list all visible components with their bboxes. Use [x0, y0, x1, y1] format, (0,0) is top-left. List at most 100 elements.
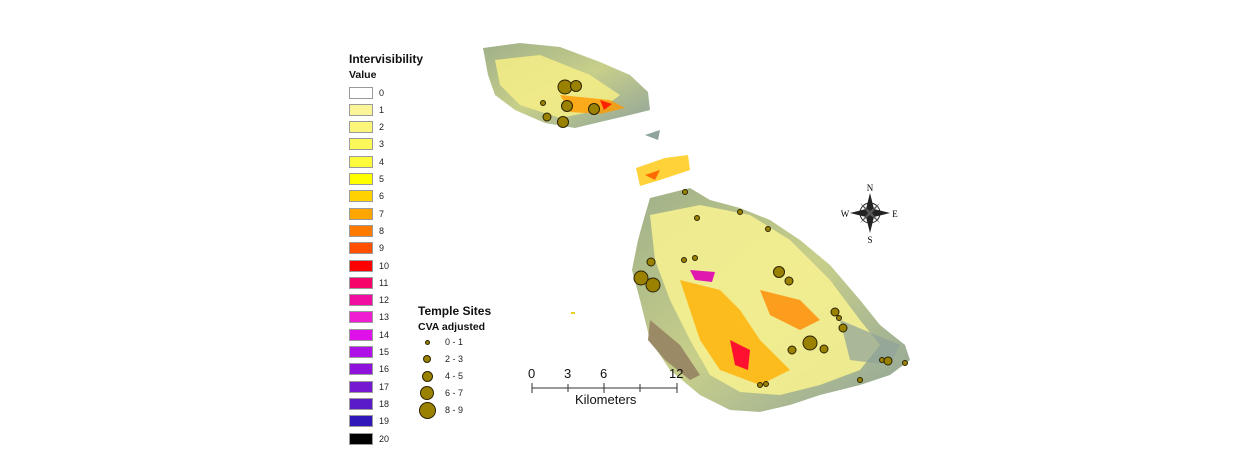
temple-sites [540, 79, 908, 388]
legend-label: 1 [379, 104, 385, 115]
legend-item: 15 [349, 344, 389, 361]
temple-site-marker [633, 270, 649, 286]
legend-swatch [349, 86, 373, 99]
legend-label: 13 [379, 312, 390, 323]
site-symbol [424, 339, 430, 345]
legend-swatch [349, 397, 373, 410]
temple-site-marker [763, 381, 769, 387]
scale-unit: Kilometers [575, 392, 637, 407]
temple-site-marker [694, 215, 700, 221]
legend-item: 13 [349, 309, 389, 326]
temple-site-marker [557, 79, 573, 95]
legend-item: 4 [349, 153, 384, 170]
legend-swatch [349, 190, 373, 203]
temple-site-marker [773, 266, 785, 278]
temple-site-marker [883, 356, 893, 366]
legend-label: 4 [379, 156, 385, 167]
legend-item: 1 [349, 101, 384, 118]
legend-label: 10 [379, 260, 390, 271]
legend-item: 2 [349, 119, 384, 136]
legend-title: Intervisibility [349, 52, 424, 66]
sites-legend-subtitle: CVA adjusted [418, 321, 486, 333]
legend-label: 19 [379, 416, 390, 427]
legend-label: 8 [379, 225, 385, 236]
temple-site-marker [802, 335, 818, 351]
legend-label: 16 [379, 364, 390, 375]
scale-tick-12: 12 [669, 366, 684, 381]
scale-tick-0: 0 [528, 366, 536, 381]
temple-site-marker [737, 209, 743, 215]
legend-label: 14 [379, 329, 390, 340]
west-label: W [841, 209, 850, 219]
sites-legend-label: 8 - 9 [445, 405, 464, 415]
legend-swatch [349, 328, 373, 341]
legend-label: 20 [379, 433, 390, 444]
temple-site-marker [830, 307, 840, 317]
legend-swatch [349, 207, 373, 220]
temple-site-marker [540, 100, 546, 106]
legend-label: 2 [379, 122, 385, 133]
islet [571, 312, 575, 314]
temple-site-marker [787, 345, 797, 355]
legend-swatch [349, 138, 373, 151]
legend-label: 9 [379, 243, 385, 254]
legend-item: 18 [349, 395, 389, 412]
legend-swatch [349, 121, 373, 134]
legend-item: 20 [349, 430, 389, 447]
scale-tick-6: 6 [600, 366, 608, 381]
legend-swatch [349, 242, 373, 255]
temple-site-marker [784, 276, 794, 286]
legend-label: 3 [379, 139, 385, 150]
temple-site-marker [765, 226, 771, 232]
legend-item: 0 [349, 84, 384, 101]
temple-site-marker [857, 377, 863, 383]
sites-legend-label: 0 - 1 [445, 337, 464, 347]
legend-label: 11 [379, 277, 389, 288]
temple-site-marker [561, 100, 573, 112]
temple-site-marker [819, 344, 829, 354]
site-symbol [420, 386, 434, 400]
legend-label: 15 [379, 347, 390, 357]
legend-label: 12 [379, 295, 390, 306]
sites-legend-item: 0 - 1 [418, 332, 463, 352]
legend-item: 5 [349, 171, 384, 188]
comino-island [636, 130, 690, 186]
legend-item: 12 [349, 292, 389, 309]
legend-item: 3 [349, 136, 384, 153]
temple-site-marker [836, 315, 842, 321]
temple-site-marker [757, 382, 763, 388]
sites-legend-item: 6 - 7 [418, 383, 463, 403]
sites-legend-item: 8 - 9 [418, 400, 463, 420]
legend-swatch [349, 224, 373, 237]
legend-item: 14 [349, 326, 389, 343]
site-symbol [423, 355, 431, 363]
east-label: E [892, 209, 898, 219]
legend-swatch [349, 173, 373, 185]
legend-label: 5 [379, 174, 385, 184]
sites-legend-label: 2 - 3 [445, 354, 464, 364]
legend-label: 17 [379, 381, 390, 392]
site-symbol [418, 401, 436, 419]
legend-swatch [349, 432, 373, 445]
legend-swatch [349, 276, 373, 289]
legend-swatch [349, 311, 373, 324]
temple-site-marker [588, 103, 600, 115]
legend-item: 17 [349, 378, 389, 395]
legend-swatch [349, 155, 373, 168]
legend-item: 19 [349, 413, 389, 430]
sites-legend-item: 4 - 5 [418, 366, 463, 386]
temple-site-marker [645, 277, 661, 293]
north-arrow: N S E W [841, 183, 899, 245]
site-symbol [421, 370, 433, 382]
temple-site-marker [838, 323, 848, 333]
legend-swatch [349, 294, 373, 307]
legend-label: 7 [379, 208, 385, 219]
temple-site-marker [902, 360, 908, 366]
scale-bar [531, 383, 678, 393]
legend-label: 6 [379, 191, 385, 202]
south-label: S [867, 235, 872, 245]
legend-subtitle: Value [349, 69, 377, 81]
legend-label: 0 [379, 87, 385, 98]
legend-swatch [349, 415, 373, 428]
